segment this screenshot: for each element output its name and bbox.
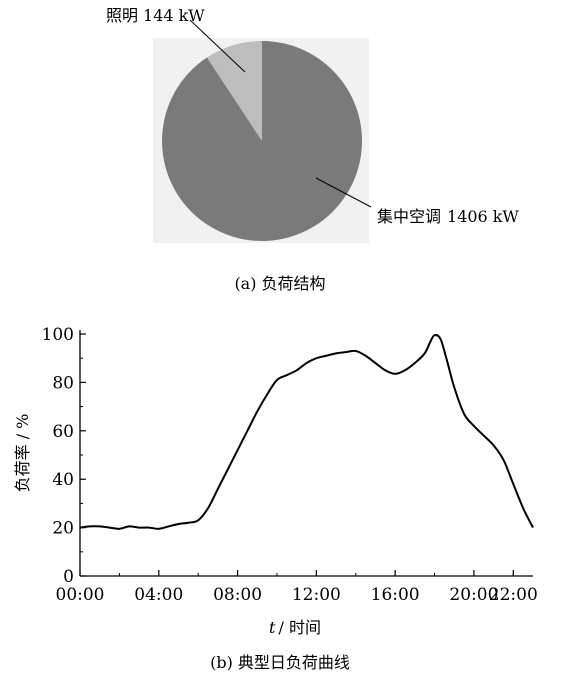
y-tick-label: 100 — [42, 325, 74, 345]
x-tick-label: 12:00 — [292, 585, 341, 605]
pie-chart: 照明 144 kW 集中空调 1406 kW (a) 负荷结构 — [106, 6, 519, 293]
load-curve-line — [79, 334, 534, 530]
x-tick-label: 22:00 — [489, 585, 538, 605]
y-ticks: 0 20 40 60 80 100 — [42, 325, 86, 587]
pie-label-lighting: 照明 144 kW — [106, 6, 205, 25]
pie-label-ac-value: 1406 — [447, 207, 488, 226]
x-tick-label: 08:00 — [213, 585, 262, 605]
pie-label-ac-name: 集中空调 — [377, 207, 441, 226]
x-tick-label: 00:00 — [56, 585, 105, 605]
line-chart: 0 20 40 60 80 100 00:00 04:00 08:00 12:00 16:00 20… — [13, 325, 538, 672]
y-tick-label: 40 — [52, 470, 74, 490]
line-caption: (b) 典型日负荷曲线 — [210, 653, 350, 672]
pie-slice-ac — [162, 41, 363, 241]
x-tick-label: 04:00 — [134, 585, 183, 605]
pie-leader-line-ac — [315, 177, 372, 208]
pie-label-lighting-value: 144 — [143, 6, 174, 25]
pie-label-lighting-unit: kW — [179, 6, 206, 25]
y-tick-label: 80 — [52, 373, 74, 393]
y-tick-label: 20 — [52, 519, 74, 539]
pie-label-ac-unit: kW — [493, 207, 520, 226]
pie-label-ac: 集中空调 1406 kW — [377, 207, 519, 226]
x-axis-label-text: / 时间 — [278, 618, 320, 637]
x-axis-label: t / 时间 — [269, 618, 321, 637]
pie-caption: (a) 负荷结构 — [234, 274, 325, 293]
y-tick-label: 0 — [63, 567, 74, 587]
pie-slices — [162, 41, 363, 241]
x-tick-label: 20:00 — [449, 585, 498, 605]
pie-label-lighting-name: 照明 — [106, 6, 138, 25]
x-axis-label-variable: t — [269, 618, 276, 637]
pie-leader-line-lighting — [189, 19, 246, 73]
x-tick-label: 16:00 — [371, 585, 420, 605]
y-tick-label: 60 — [52, 422, 74, 442]
pie-slice-lighting — [206, 41, 262, 141]
y-axis-label: 负荷率 / % — [13, 414, 32, 493]
